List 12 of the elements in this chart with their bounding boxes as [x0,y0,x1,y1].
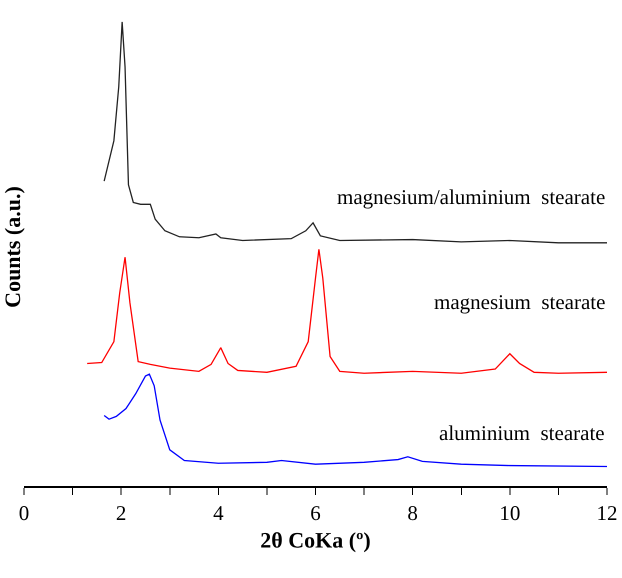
series-label: magnesium/aluminium stearate [337,185,606,209]
x-axis-title: 2θ CoKa (º) [260,527,371,552]
x-tick-label: 8 [407,500,418,525]
series-label: aluminium stearate [439,421,605,445]
x-tick-label: 6 [310,500,321,525]
x-tick-label: 10 [499,500,520,525]
x-tick-label: 4 [213,500,224,525]
x-tick-label: 12 [596,500,618,525]
y-axis-title: Counts (a.u.) [0,186,25,308]
x-tick-label: 0 [18,500,30,525]
text: magnesium stearate [434,290,606,314]
x-tick-label: 2 [116,500,126,525]
